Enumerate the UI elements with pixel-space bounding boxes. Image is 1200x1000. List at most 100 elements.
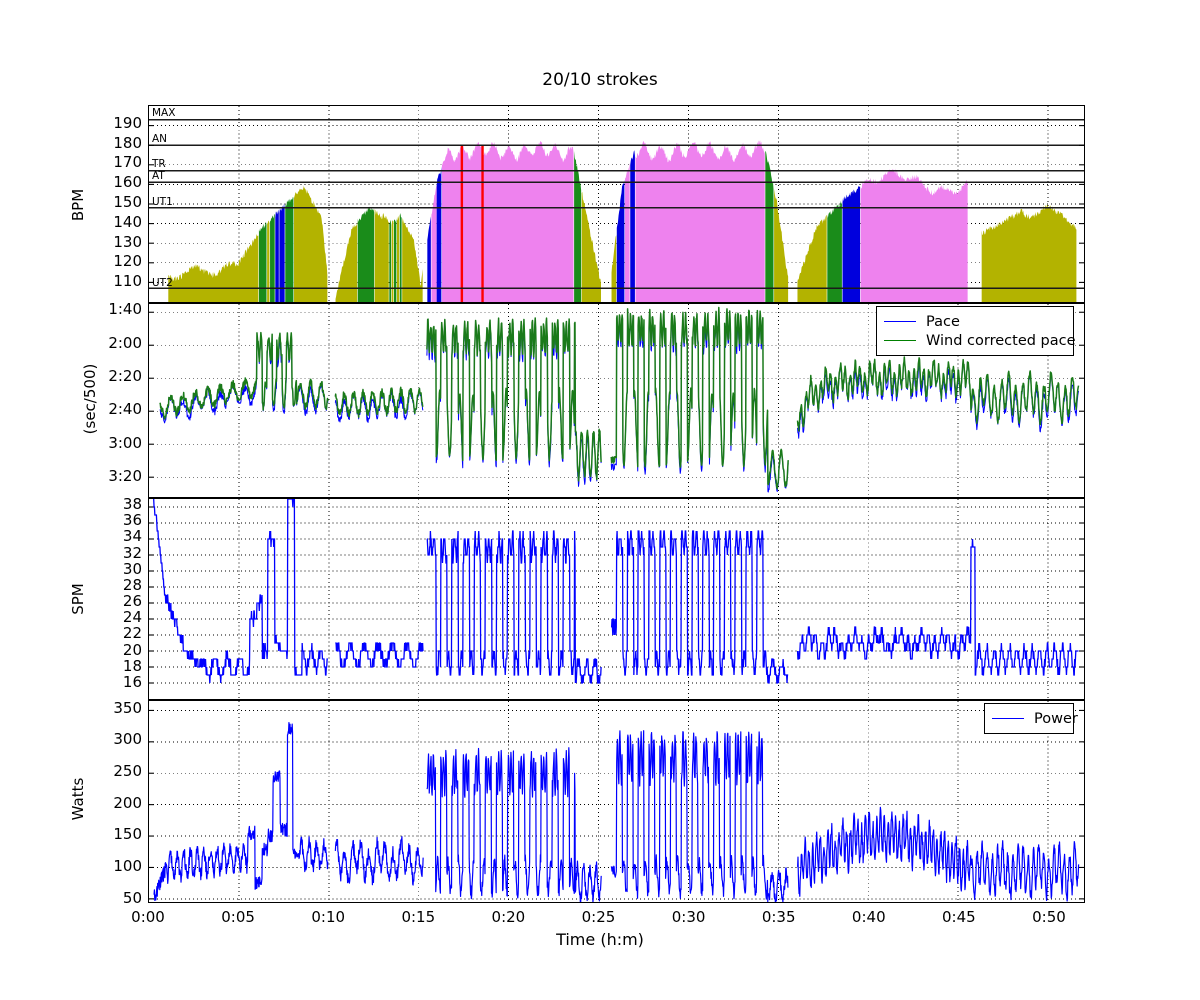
y-tick-bpm-150: 150 bbox=[113, 193, 142, 211]
y-tick-spm-28: 28 bbox=[122, 575, 142, 594]
hr-zone-band bbox=[275, 209, 279, 302]
legend-item-pace: Pace bbox=[884, 312, 1064, 331]
hr-zone-band bbox=[441, 141, 574, 302]
y-tick-spm-38: 38 bbox=[122, 495, 142, 514]
legend-swatch-power bbox=[992, 718, 1024, 719]
y-tick-pace-2-20: 2:20 bbox=[108, 367, 142, 385]
y-tick-pace-3-00: 3:00 bbox=[108, 433, 142, 452]
y-tick-watts-300: 300 bbox=[113, 730, 142, 749]
x-tick-0-10: 0:10 bbox=[311, 908, 346, 926]
chart-title: 20/10 strokes bbox=[542, 70, 658, 90]
hr-zone-band bbox=[294, 185, 328, 302]
y-tick-spm-22: 22 bbox=[122, 624, 142, 643]
y-tick-bpm-170: 170 bbox=[113, 153, 142, 172]
hr-zone-band bbox=[391, 220, 394, 302]
hr-zone-band bbox=[581, 192, 602, 302]
hr-zone-band bbox=[860, 168, 968, 302]
pace-plot bbox=[149, 304, 1084, 497]
x-tick-0-50: 0:50 bbox=[1032, 908, 1066, 926]
hr-zone-band bbox=[616, 179, 625, 302]
hr-zone-band bbox=[427, 216, 431, 302]
hr-zone-label-an: AN bbox=[152, 132, 168, 145]
y-tick-bpm-140: 140 bbox=[113, 212, 142, 231]
hr-zone-band bbox=[431, 185, 437, 302]
legend-label-pace: Pace bbox=[926, 313, 960, 330]
hr-zone-band bbox=[285, 196, 294, 302]
y-tick-bpm-110: 110 bbox=[113, 272, 142, 291]
y-tick-pace-2-00: 2:00 bbox=[108, 333, 142, 352]
legend-label-power: Power bbox=[1034, 710, 1078, 727]
hr-zone-band bbox=[765, 151, 774, 302]
hr-zone-band bbox=[357, 206, 375, 302]
heart-rate-plot bbox=[149, 106, 1084, 302]
hr-zone-band bbox=[402, 217, 423, 302]
panel-power bbox=[148, 700, 1085, 903]
hr-zone-band bbox=[436, 166, 442, 302]
y-tick-watts-200: 200 bbox=[113, 793, 142, 812]
hr-zone-band bbox=[270, 214, 275, 302]
y-tick-spm-26: 26 bbox=[122, 592, 142, 611]
power-plot bbox=[149, 701, 1084, 902]
hr-zone-band bbox=[630, 150, 635, 302]
hr-zone-label-tr: TR bbox=[152, 158, 166, 171]
legend-item-power: Power bbox=[992, 709, 1078, 728]
axis-label-bpm: BPM bbox=[69, 188, 87, 222]
x-tick-0-05: 0:05 bbox=[221, 908, 255, 926]
hr-zone-band bbox=[279, 203, 285, 302]
y-tick-spm-36: 36 bbox=[122, 511, 142, 530]
hr-zone-band bbox=[842, 186, 861, 302]
y-tick-watts-100: 100 bbox=[113, 857, 142, 876]
stroke-rate-line bbox=[153, 499, 1079, 684]
y-tick-spm-20: 20 bbox=[122, 640, 142, 659]
hr-zone-band bbox=[267, 220, 270, 302]
legend-power: Power bbox=[984, 703, 1078, 734]
y-tick-bpm-190: 190 bbox=[113, 113, 142, 132]
hr-zone-band bbox=[635, 140, 765, 302]
y-tick-watts-150: 150 bbox=[113, 825, 142, 844]
hr-zone-band bbox=[335, 221, 358, 302]
y-tick-spm-34: 34 bbox=[122, 527, 142, 546]
hr-zone-band bbox=[394, 218, 397, 302]
y-tick-spm-32: 32 bbox=[122, 543, 142, 562]
hr-zone-band bbox=[611, 235, 617, 302]
hr-zone-label-ut1: UT1 bbox=[152, 195, 173, 208]
y-tick-watts-350: 350 bbox=[113, 698, 142, 717]
hr-zone-band bbox=[389, 219, 392, 302]
y-tick-pace-2-40: 2:40 bbox=[108, 400, 142, 419]
legend-swatch-wind-corrected-pace bbox=[884, 340, 916, 341]
stroke-rate-plot bbox=[149, 499, 1084, 699]
hr-zone-band bbox=[374, 209, 389, 302]
hr-zone-band bbox=[399, 213, 402, 302]
panel-heart-rate bbox=[148, 105, 1085, 303]
y-tick-watts-50: 50 bbox=[122, 888, 142, 907]
x-tick-0-35: 0:35 bbox=[761, 908, 796, 926]
axis-label-time: Time (h:m) bbox=[556, 930, 644, 949]
legend-item-wind-corrected-pace: Wind corrected pace bbox=[884, 331, 1076, 350]
y-tick-bpm-130: 130 bbox=[113, 232, 142, 251]
hr-zone-band bbox=[168, 233, 259, 302]
x-tick-0-00: 0:00 bbox=[131, 908, 165, 926]
wind-corrected-pace-line bbox=[159, 306, 1080, 490]
hr-zone-band bbox=[258, 221, 267, 302]
hr-zone-label-at: AT bbox=[152, 170, 165, 183]
y-tick-spm-16: 16 bbox=[122, 672, 142, 691]
y-tick-watts-250: 250 bbox=[113, 761, 142, 780]
hr-zone-band bbox=[396, 213, 400, 302]
y-tick-spm-30: 30 bbox=[122, 559, 142, 578]
hr-zone-label-ut2: UT2 bbox=[152, 277, 173, 290]
y-tick-pace-3-20: 3:20 bbox=[108, 467, 142, 485]
hr-zone-label-max: MAX bbox=[152, 106, 176, 119]
legend-swatch-pace bbox=[884, 321, 916, 322]
x-tick-0-25: 0:25 bbox=[581, 908, 616, 926]
power-line bbox=[153, 722, 1080, 902]
x-tick-0-20: 0:20 bbox=[491, 908, 526, 926]
y-tick-bpm-180: 180 bbox=[113, 133, 142, 152]
hr-zone-band bbox=[797, 214, 827, 302]
axis-label-spm: SPM bbox=[69, 583, 87, 615]
x-tick-0-45: 0:45 bbox=[942, 908, 976, 926]
hr-zone-band bbox=[827, 201, 842, 302]
hr-zone-band bbox=[574, 150, 582, 302]
legend-label-wind-corrected-pace: Wind corrected pace bbox=[926, 332, 1076, 349]
y-tick-bpm-160: 160 bbox=[113, 173, 142, 192]
x-tick-0-40: 0:40 bbox=[851, 908, 886, 926]
